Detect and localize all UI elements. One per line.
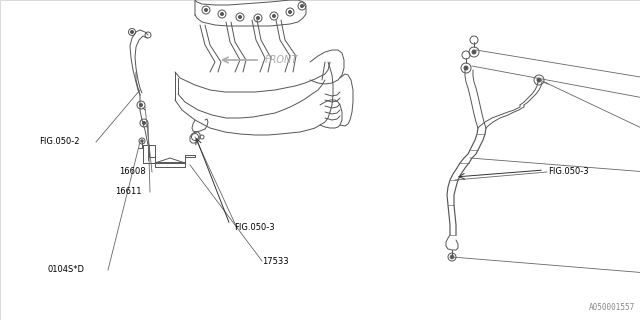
Circle shape xyxy=(221,12,223,15)
Circle shape xyxy=(140,103,143,107)
Text: FRONT: FRONT xyxy=(265,55,298,65)
Text: 0104S*D: 0104S*D xyxy=(48,265,85,274)
Circle shape xyxy=(143,122,145,124)
Circle shape xyxy=(273,14,275,18)
Text: 16608: 16608 xyxy=(119,167,146,177)
Text: FIG.050-3: FIG.050-3 xyxy=(234,223,275,233)
Text: A050001557: A050001557 xyxy=(589,303,635,312)
Circle shape xyxy=(257,17,259,20)
Circle shape xyxy=(472,50,476,54)
Text: FIG.050-2: FIG.050-2 xyxy=(39,138,79,147)
Circle shape xyxy=(464,66,468,70)
Circle shape xyxy=(289,11,291,13)
Text: 17533: 17533 xyxy=(262,257,289,266)
Circle shape xyxy=(205,9,207,12)
Circle shape xyxy=(450,255,454,259)
Circle shape xyxy=(239,15,241,19)
Circle shape xyxy=(131,30,134,34)
Text: FIG.050-3: FIG.050-3 xyxy=(548,167,589,177)
Circle shape xyxy=(141,140,143,142)
Circle shape xyxy=(301,4,303,7)
Text: 16611: 16611 xyxy=(115,188,141,196)
Circle shape xyxy=(537,78,541,82)
